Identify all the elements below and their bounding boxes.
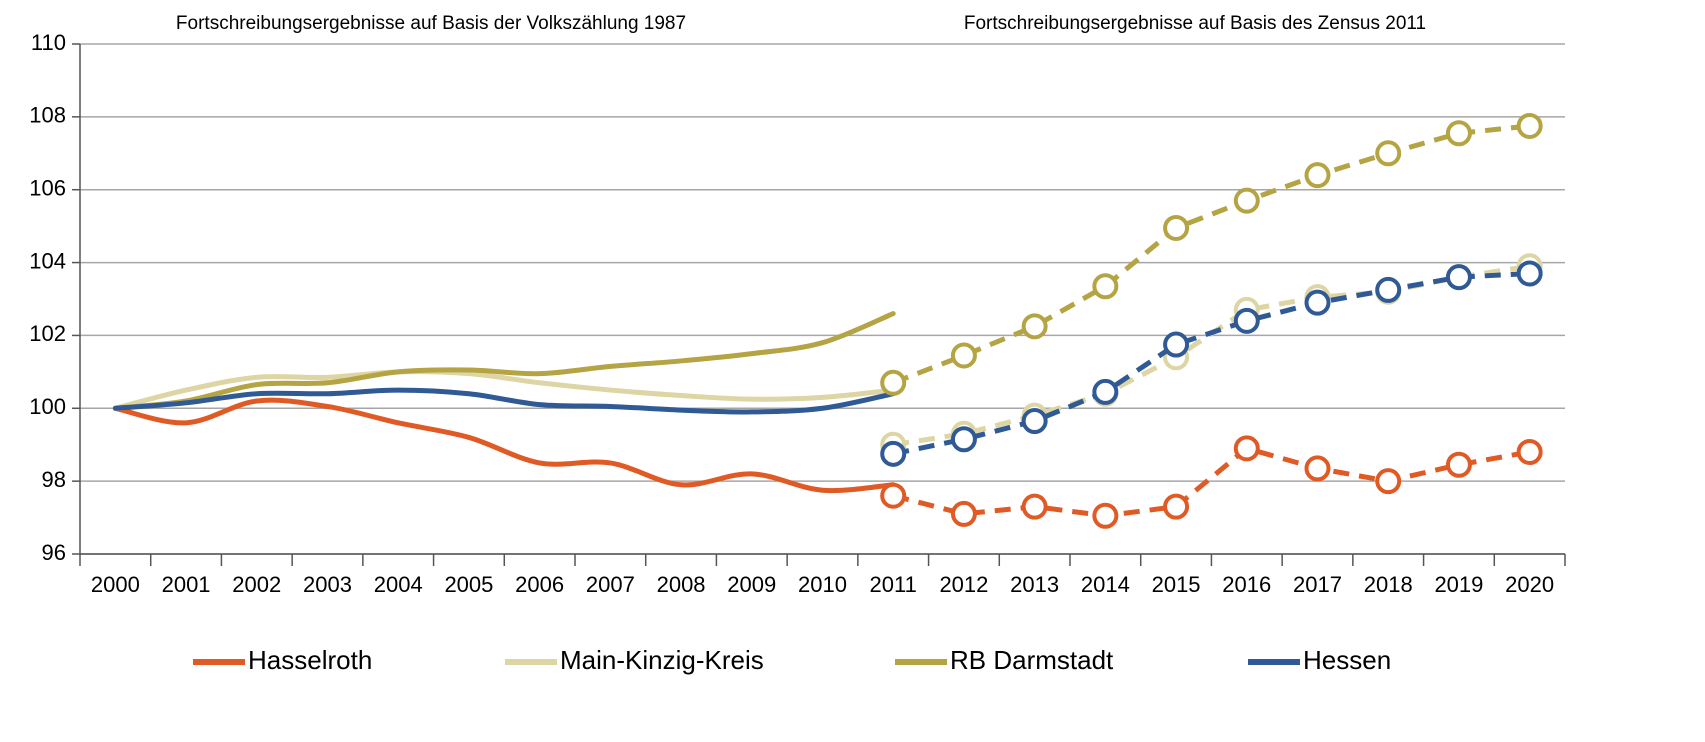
line-dashed — [892, 271, 1530, 457]
y-tick-label: 98 — [42, 467, 66, 492]
y-tick-label: 100 — [29, 394, 66, 419]
legend-label: RB Darmstadt — [950, 645, 1114, 675]
x-tick-label: 2004 — [374, 572, 423, 597]
marker — [1233, 435, 1260, 462]
x-tick-label: 2005 — [444, 572, 493, 597]
marker — [1092, 378, 1119, 405]
line-dashed — [892, 263, 1531, 448]
x-tick-label: 2017 — [1293, 572, 1342, 597]
line-solid — [112, 369, 896, 411]
y-tick-label: 108 — [29, 103, 66, 128]
marker — [1304, 162, 1331, 189]
marker — [1375, 140, 1402, 167]
x-tick-label: 2000 — [91, 572, 140, 597]
x-tick-label: 2019 — [1434, 572, 1483, 597]
marker — [1021, 493, 1048, 520]
y-tick-label: 102 — [29, 321, 66, 346]
marker — [1233, 307, 1260, 334]
marker — [1375, 468, 1402, 495]
line-solid — [112, 387, 896, 415]
marker — [1304, 289, 1331, 316]
legend-label: Hasselroth — [248, 645, 372, 675]
x-tick-label: 2003 — [303, 572, 352, 597]
marker — [1021, 408, 1048, 435]
x-tick-label: 2018 — [1364, 572, 1413, 597]
x-tick-label: 2010 — [798, 572, 847, 597]
x-tick-label: 2013 — [1010, 572, 1059, 597]
marker — [1516, 260, 1543, 287]
line-solid — [112, 311, 896, 411]
line-dashed — [892, 445, 1531, 519]
x-tick-label: 2002 — [232, 572, 281, 597]
marker — [1445, 120, 1472, 147]
x-tick-label: 2012 — [939, 572, 988, 597]
x-tick-label: 2006 — [515, 572, 564, 597]
y-tick-label: 104 — [29, 248, 66, 273]
x-tick-label: 2016 — [1222, 572, 1271, 597]
y-tick-label: 106 — [29, 176, 66, 201]
legend-label: Hessen — [1303, 645, 1391, 675]
marker — [1304, 455, 1331, 482]
marker — [1021, 313, 1048, 340]
marker — [950, 500, 977, 527]
marker — [880, 440, 907, 467]
marker — [950, 426, 977, 453]
x-tick-label: 2014 — [1081, 572, 1130, 597]
legend-label: Main-Kinzig-Kreis — [560, 645, 764, 675]
marker — [1445, 451, 1472, 478]
marker — [1516, 439, 1543, 465]
marker — [1445, 264, 1472, 291]
marker — [1092, 502, 1119, 529]
marker — [880, 482, 907, 509]
annotation: Fortschreibungsergebnisse auf Basis des … — [964, 13, 1426, 34]
y-tick-label: 96 — [42, 540, 66, 565]
annotation: Fortschreibungsergebnisse auf Basis der … — [176, 13, 686, 34]
marker — [880, 369, 907, 396]
line-solid — [112, 397, 896, 494]
marker — [1375, 276, 1402, 303]
x-tick-label: 2001 — [162, 572, 211, 597]
marker — [1163, 493, 1190, 520]
x-tick-label: 2015 — [1152, 572, 1201, 597]
marker — [1092, 273, 1119, 300]
marker — [950, 342, 977, 369]
y-tick-label: 110 — [31, 30, 66, 55]
marker — [1163, 331, 1190, 358]
x-tick-label: 2008 — [657, 572, 706, 597]
marker — [1516, 112, 1543, 139]
x-tick-label: 2009 — [727, 572, 776, 597]
marker — [1233, 187, 1260, 214]
line-dashed — [892, 123, 1530, 386]
x-tick-label: 2011 — [870, 572, 917, 597]
marker — [1163, 214, 1190, 241]
x-tick-label: 2020 — [1505, 572, 1554, 597]
x-tick-label: 2007 — [586, 572, 635, 597]
